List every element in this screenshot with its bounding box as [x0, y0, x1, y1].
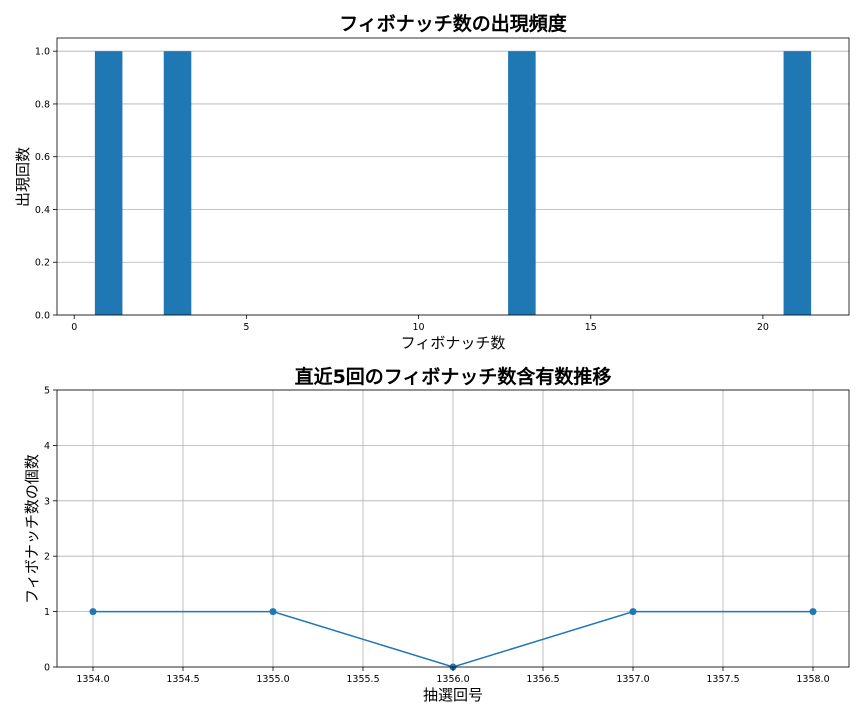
chart1-y-axis-label: 出現回数: [14, 147, 32, 207]
chart2-title: 直近5回のフィボナッチ数含有数推移: [295, 365, 612, 388]
chart1-y-tick-label: 0.8: [35, 99, 50, 110]
chart1-y-tick-label: 0.0: [35, 311, 50, 322]
chart2-x-ticks: 1354.0 1354.5 1355.0 1355.5 1356.0 1356.5 1357…: [76, 667, 830, 685]
chart2-data-point: [809, 608, 817, 616]
fibonacci-count-trend-line-chart: 直近5回のフィボナッチ数含有数推移 1354.0 1354.5 1355.0 1355…: [23, 365, 850, 704]
chart1-x-axis-label: フィボナッチ数: [401, 334, 506, 352]
chart2-x-tick-label: 1357.5: [706, 674, 739, 685]
chart2-x-tick-label: 1358.0: [796, 674, 829, 685]
chart1-bar: [508, 51, 536, 315]
chart2-y-tick-label: 5: [44, 386, 50, 397]
chart1-x-ticks: 0 5 10 15 20: [71, 315, 769, 333]
chart1-x-tick-label: 15: [585, 322, 597, 333]
chart2-data-point: [269, 608, 277, 616]
chart1-x-tick-label: 10: [413, 322, 425, 333]
chart2-axes-frame: [56, 389, 850, 668]
chart1-x-tick-label: 20: [757, 322, 769, 333]
chart2-x-tick-label: 1357.0: [616, 674, 649, 685]
chart1-y-tick-label: 0.4: [35, 205, 50, 216]
chart2-x-axis-label: 抽選回号: [423, 686, 483, 704]
chart1-axes-frame: [56, 37, 850, 316]
chart1-bar: [94, 51, 123, 315]
chart1-x-tick-label: 0: [71, 322, 77, 333]
chart2-y-tick-label: 4: [44, 441, 50, 452]
chart1-title: フィボナッチ数の出現頻度: [339, 12, 568, 35]
chart1-bars: [94, 51, 812, 315]
chart1-y-tick-label: 0.6: [35, 152, 50, 163]
chart2-x-tick-label: 1356.5: [526, 674, 559, 685]
chart1-bar: [783, 51, 812, 315]
chart2-gridlines: [57, 389, 849, 668]
chart2-y-tick-label: 3: [44, 496, 50, 507]
chart1-y-tick-label: 1.0: [35, 47, 50, 58]
chart2-x-tick-label: 1355.5: [346, 674, 379, 685]
chart2-y-ticks: 0 1 2 3 4 5: [44, 386, 57, 674]
chart2-data-point: [629, 608, 637, 616]
chart2-x-tick-label: 1354.0: [76, 674, 109, 685]
chart1-y-ticks: 0.0 0.2 0.4 0.6 0.8 1.0: [35, 47, 57, 322]
chart2-x-tick-label: 1356.0: [436, 674, 469, 685]
chart2-x-tick-label: 1355.0: [256, 674, 289, 685]
chart2-y-tick-label: 2: [44, 552, 50, 563]
chart2-y-axis-label: フィボナッチ数の個数: [23, 454, 41, 604]
chart1-bar: [163, 51, 192, 315]
chart1-y-tick-label: 0.2: [35, 258, 50, 269]
chart2-x-tick-label: 1354.5: [166, 674, 199, 685]
chart2-data-point: [89, 608, 97, 616]
fibonacci-frequency-bar-chart: フィボナッチ数の出現頻度 0 5 10 15 20 0.0 0.2 0.4 0.6 0.8 1.0…: [14, 12, 850, 352]
chart2-y-tick-label: 0: [44, 663, 50, 674]
chart2-y-tick-label: 1: [44, 607, 50, 618]
chart1-x-tick-label: 5: [243, 322, 249, 333]
